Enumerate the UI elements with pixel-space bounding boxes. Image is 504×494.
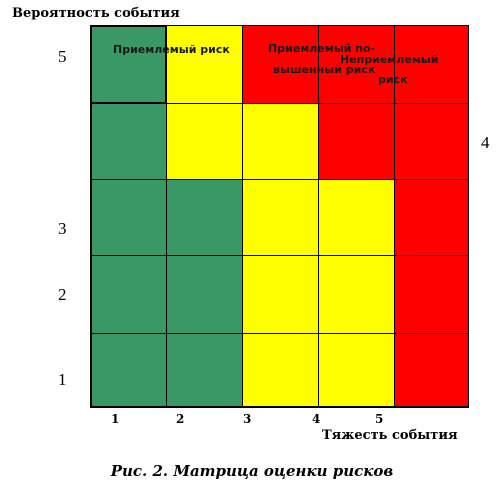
x-tick-1: 1	[111, 412, 120, 426]
x-tick-5: 5	[375, 412, 384, 426]
matrix-cell	[394, 25, 469, 103]
x-tick-4: 4	[312, 412, 321, 426]
y-axis-line	[90, 25, 92, 408]
y-tick-1: 1	[58, 370, 67, 389]
y-tick-4: 4	[481, 133, 490, 152]
grid-line-vertical	[318, 25, 319, 408]
grid-line-horizontal	[90, 25, 469, 26]
matrix-cell	[90, 25, 166, 103]
matrix-cell	[394, 103, 469, 179]
matrix-cell	[318, 103, 394, 179]
matrix-cell	[318, 25, 394, 103]
matrix-cell	[90, 255, 166, 333]
zone-label-unacceptable-1: Неприемлемый	[340, 53, 439, 66]
grid-line-vertical	[242, 25, 243, 408]
y-tick-2: 2	[58, 285, 67, 304]
matrix-cell	[166, 103, 242, 179]
matrix-cell	[394, 255, 469, 333]
matrix-cell	[90, 333, 166, 408]
matrix-cell	[166, 255, 242, 333]
grid-line-horizontal	[90, 333, 469, 334]
zone-label-elevated-2: вышенный риск	[273, 63, 376, 76]
matrix-cell	[318, 333, 394, 408]
matrix-cell	[394, 179, 469, 255]
matrix-cell	[90, 103, 166, 179]
zone-label-elevated-1: Приемлемый по-	[268, 42, 375, 55]
x-axis-line	[90, 406, 469, 408]
x-tick-3: 3	[243, 412, 252, 426]
x-tick-2: 2	[176, 412, 185, 426]
grid-line-horizontal	[90, 179, 469, 180]
figure-caption: Рис. 2. Матрица оценки рисков	[110, 462, 394, 480]
grid-line-horizontal	[90, 103, 469, 104]
grid-line-horizontal	[90, 255, 469, 256]
matrix-cell	[318, 255, 394, 333]
matrix-cell	[394, 333, 469, 408]
matrix-cell	[242, 25, 318, 103]
grid-line-vertical	[166, 25, 167, 408]
grid-line-vertical	[468, 25, 469, 408]
grid-line-vertical	[394, 25, 395, 408]
matrix-cell	[166, 333, 242, 408]
matrix-cell	[318, 179, 394, 255]
risk-matrix	[90, 25, 469, 408]
matrix-cell	[242, 255, 318, 333]
acceptable-zone-outline	[90, 25, 167, 104]
y-tick-5: 5	[58, 47, 67, 66]
matrix-cell	[166, 25, 242, 103]
matrix-cell	[166, 179, 242, 255]
matrix-cell	[90, 179, 166, 255]
matrix-cell	[242, 103, 318, 179]
zone-label-unacceptable-2: риск	[378, 73, 408, 86]
matrix-cell	[242, 179, 318, 255]
matrix-cell	[242, 333, 318, 408]
zone-label-acceptable: Приемлемый риск	[113, 43, 230, 56]
x-axis-title: Тяжесть события	[322, 428, 458, 443]
y-axis-title: Вероятность события	[12, 6, 180, 21]
y-tick-3: 3	[58, 219, 67, 238]
